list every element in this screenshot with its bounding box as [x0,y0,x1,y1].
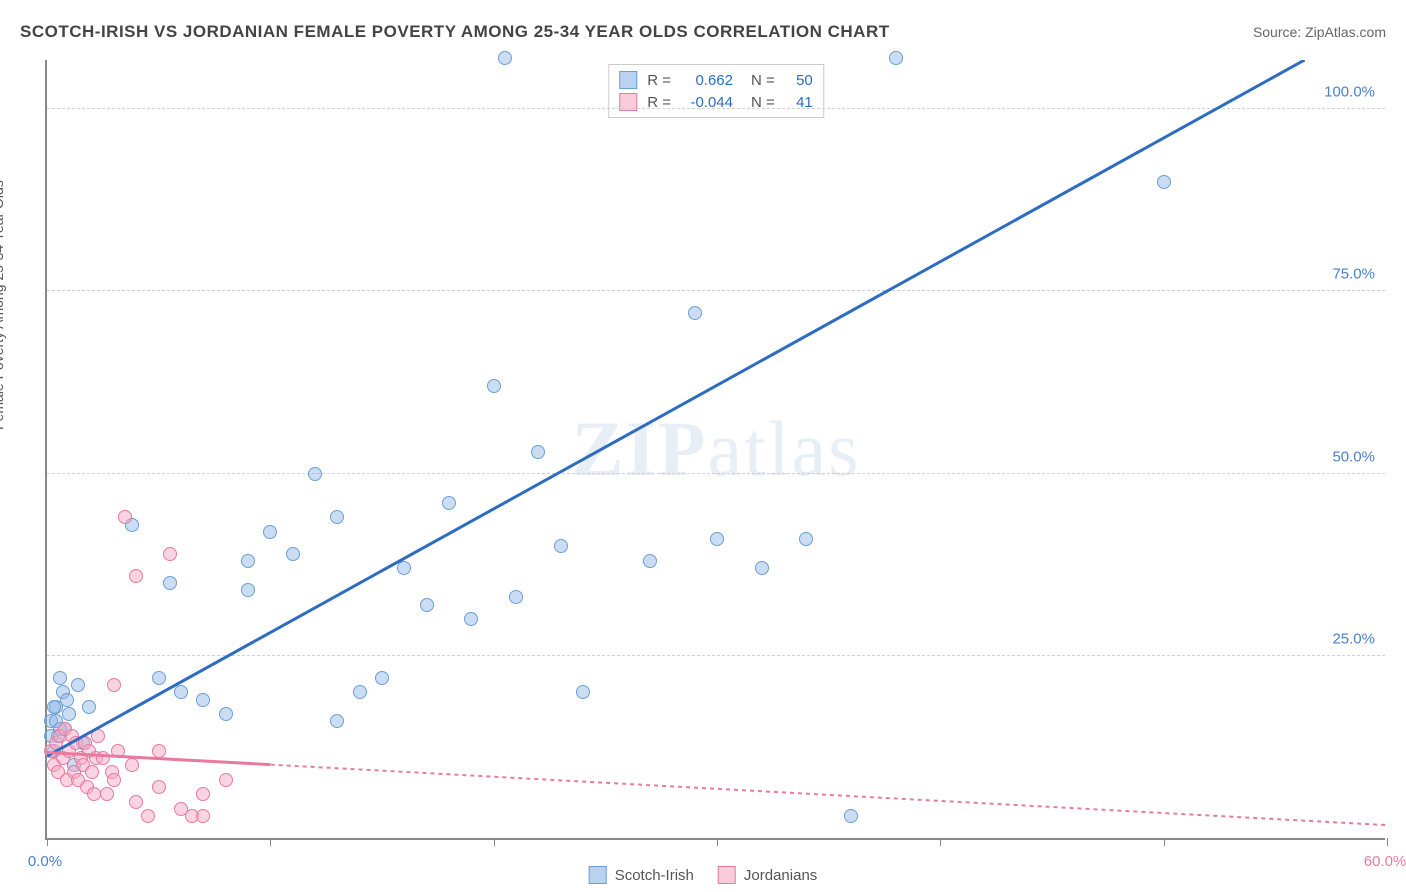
scatter-point [107,773,121,787]
scatter-point [163,576,177,590]
legend-series-item: Jordanians [718,866,817,884]
scatter-point [129,569,143,583]
gridline-horizontal [47,473,1385,474]
y-axis-label: Female Poverty Among 25-34 Year Olds [0,180,6,430]
scatter-point [509,590,523,604]
y-tick-label: 25.0% [1332,630,1375,647]
scatter-point [755,561,769,575]
scatter-point [60,693,74,707]
scatter-point [62,707,76,721]
scatter-point [643,554,657,568]
scatter-point [710,532,724,546]
scatter-point [286,547,300,561]
gridline-horizontal [47,290,1385,291]
watermark: ZIPatlas [572,404,861,494]
scatter-point [554,539,568,553]
scatter-point [100,787,114,801]
scatter-point [464,612,478,626]
scatter-point [397,561,411,575]
scatter-point [87,787,101,801]
scatter-point [53,671,67,685]
legend-swatch [718,866,736,884]
x-tick [940,838,941,846]
legend-swatch [589,866,607,884]
scatter-point [308,467,322,481]
scatter-point [263,525,277,539]
scatter-point [125,758,139,772]
scatter-point [152,744,166,758]
scatter-point [576,685,590,699]
scatter-point [330,510,344,524]
x-tick [270,838,271,846]
x-tick-label: 0.0% [28,853,62,870]
regression-lines [47,60,1387,840]
scatter-point [163,547,177,561]
scatter-point [71,678,85,692]
source-attribution: Source: ZipAtlas.com [1253,24,1386,40]
scatter-point [152,671,166,685]
scatter-point [107,678,121,692]
x-tick [47,838,48,846]
legend-n-value: 50 [785,72,813,89]
legend-series-label: Jordanians [744,867,817,884]
legend-series-label: Scotch-Irish [615,867,694,884]
scatter-point [531,445,545,459]
legend-correlation: R = 0.662 N = 50 R =-0.044N =41 [608,64,824,118]
scatter-point [47,700,61,714]
scatter-point [141,809,155,823]
scatter-point [219,707,233,721]
legend-n-label: N = [751,72,775,89]
scatter-point [196,809,210,823]
gridline-horizontal [47,108,1385,109]
scatter-point [330,714,344,728]
scatter-point [1157,175,1171,189]
scatter-point [118,510,132,524]
scatter-point [241,554,255,568]
regression-line [47,753,1387,826]
scatter-point [889,51,903,65]
scatter-point [91,729,105,743]
plot-area: ZIPatlas R = 0.662 N = 50 R =-0.044N =41 25.… [45,60,1385,840]
legend-swatch [619,71,637,89]
y-tick-label: 50.0% [1332,448,1375,465]
scatter-point [498,51,512,65]
legend-row: R = 0.662 N = 50 [619,69,813,91]
scatter-point [241,583,255,597]
legend-series-item: Scotch-Irish [589,866,694,884]
gridline-horizontal [47,655,1385,656]
y-tick-label: 75.0% [1332,266,1375,283]
y-tick-label: 100.0% [1324,84,1375,101]
x-tick [1387,838,1388,846]
legend-r-value: 0.662 [681,72,733,89]
x-tick [1164,838,1165,846]
scatter-point [353,685,367,699]
scatter-point [442,496,456,510]
legend-r-label: R = [647,72,671,89]
x-tick-label: 60.0% [1364,853,1406,870]
scatter-point [688,306,702,320]
x-tick [494,838,495,846]
legend-row: R =-0.044N =41 [619,91,813,113]
regression-line [47,60,1305,756]
x-tick [717,838,718,846]
scatter-point [196,693,210,707]
scatter-point [129,795,143,809]
scatter-point [799,532,813,546]
scatter-point [152,780,166,794]
scatter-point [96,751,110,765]
scatter-point [85,765,99,779]
scatter-point [219,773,233,787]
scatter-point [844,809,858,823]
scatter-point [174,685,188,699]
scatter-point [487,379,501,393]
scatter-point [196,787,210,801]
legend-series: Scotch-Irish Jordanians [589,866,818,884]
scatter-point [420,598,434,612]
scatter-point [82,700,96,714]
chart-title: SCOTCH-IRISH VS JORDANIAN FEMALE POVERTY… [20,22,890,42]
scatter-point [111,744,125,758]
scatter-point [375,671,389,685]
